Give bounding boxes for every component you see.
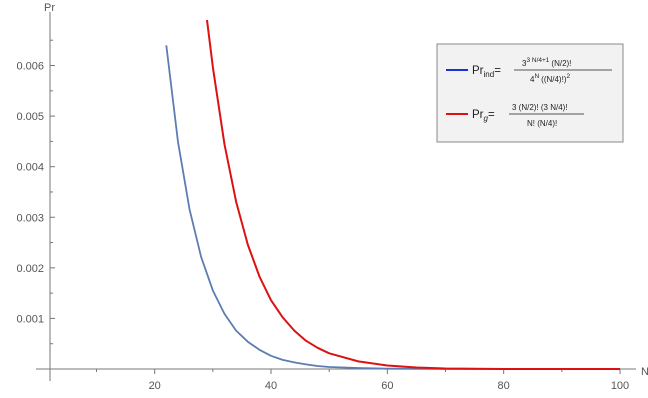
series-line-pr-g [206,19,620,370]
y-tick-label: 0.006 [16,61,44,73]
x-tick-label: 80 [498,380,510,392]
x-axis-title: N [641,366,648,378]
legend-pr-label-g: Pr [472,109,484,121]
series-lines [165,19,620,370]
legend-num-factor: (N/2)! [551,59,571,68]
x-tick-label: 100 [611,380,629,392]
legend-num-base: 3 [522,59,527,68]
legend-numerator-ind: 33 N/4+1 (N/2)! [522,57,571,68]
tick-labels: 20 40 60 80 100 0.001 0.002 0.003 0.004 0.005 0.00… [16,61,629,392]
y-tick-label: 0.001 [16,313,44,325]
y-tick-label: 0.003 [16,212,44,224]
legend-denominator-g: N! (N/4)! [527,119,557,128]
legend-entry-ind: Prind= 33 N/4+1 (N/2)! 4N ((N/4)!)2 [446,57,612,84]
x-tick-label: 60 [381,380,393,392]
legend-den-square: 2 [566,73,570,80]
legend-lhs-g: Prg= [472,109,495,123]
legend-den-base: 4 [530,75,535,84]
y-axis-title: Pr [44,2,55,14]
y-tick-label: 0.002 [16,263,44,275]
x-tick-label: 20 [149,380,161,392]
series-line-pr-ind [165,45,620,370]
legend-box [436,43,624,143]
legend-ind-subscript: ind [484,70,495,79]
legend-denominator-ind: 4N ((N/4)!)2 [530,73,570,84]
y-tick-label: 0.005 [16,111,44,123]
x-tick-label: 40 [265,380,277,392]
legend: Prind= 33 N/4+1 (N/2)! 4N ((N/4)!)2 Prg= 3… [436,43,624,143]
y-tick-label: 0.004 [16,162,44,174]
legend-numerator-g: 3 (N/2)! (3 N/4)! [512,103,568,112]
legend-pr-label: Pr [472,65,484,77]
legend-lhs-ind: Prind= [472,65,501,79]
legend-den-exponent: N [534,73,539,80]
legend-den-factor: ((N/4)!) [541,75,567,84]
legend-entry-g: Prg= 3 (N/2)! (3 N/4)! N! (N/4)! [446,103,584,128]
legend-g-subscript: g [484,114,489,123]
legend-num-exponent: 3 N/4+1 [526,57,549,64]
